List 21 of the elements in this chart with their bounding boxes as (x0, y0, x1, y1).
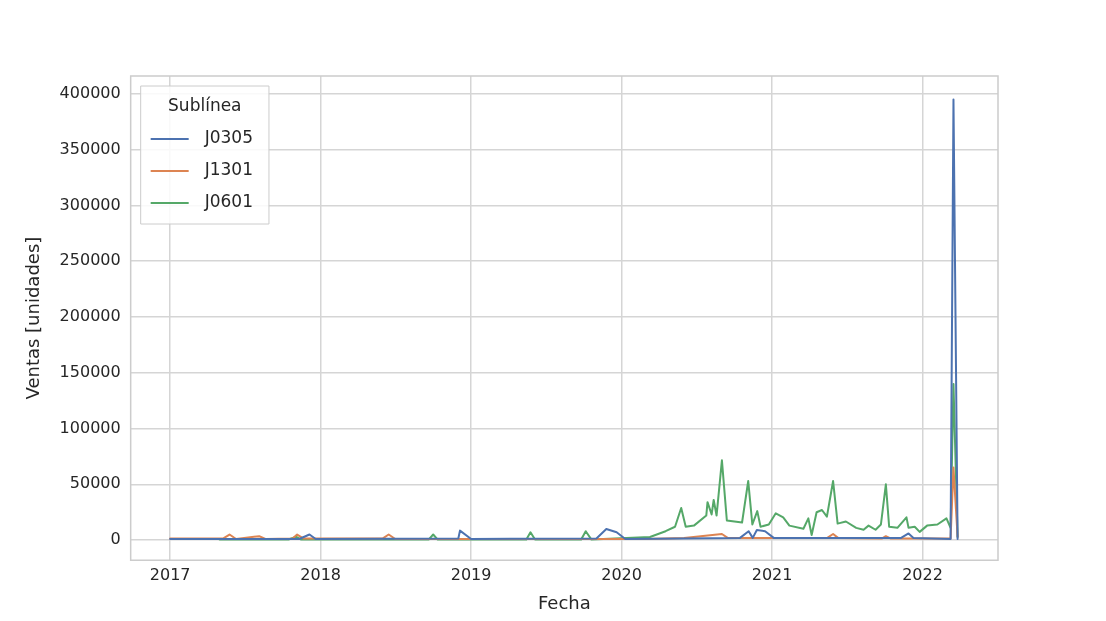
x-tick-label: 2021 (751, 564, 793, 584)
x-tick-label: 2017 (149, 564, 191, 584)
x-tick-label: 2019 (450, 564, 492, 584)
y-tick-label: 100000 (59, 417, 121, 437)
x-tick-label: 2020 (601, 564, 642, 584)
y-tick-label: 0 (110, 529, 121, 549)
x-axis-title: Fecha (537, 591, 591, 613)
legend-title: Sublínea (168, 95, 242, 116)
y-axis-title: Ventas [unidades] (22, 236, 44, 400)
x-tick-label: 2022 (902, 564, 943, 584)
y-tick-label: 250000 (59, 250, 121, 270)
legend-label: J0601 (203, 191, 253, 212)
legend-label: J0305 (203, 127, 253, 148)
y-tick-label: 300000 (59, 194, 121, 214)
y-tick-label: 400000 (59, 83, 121, 103)
y-tick-label: 50000 (69, 473, 121, 493)
y-tick-label: 150000 (59, 361, 121, 381)
legend-label: J1301 (203, 159, 253, 180)
y-tick-label: 350000 (59, 138, 121, 158)
y-tick-label: 200000 (59, 306, 121, 326)
x-tick-label: 2018 (300, 564, 341, 584)
